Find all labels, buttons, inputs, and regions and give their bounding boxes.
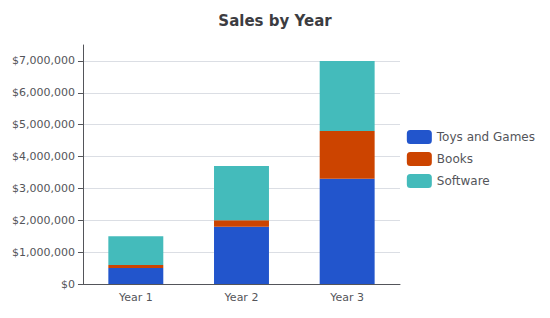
svg-text:Sales by Year: Sales by Year: [218, 12, 332, 30]
svg-text:$4,000,000: $4,000,000: [12, 150, 75, 163]
svg-text:$6,000,000: $6,000,000: [12, 86, 75, 99]
svg-text:Year 3: Year 3: [329, 291, 364, 304]
svg-text:$2,000,000: $2,000,000: [12, 214, 75, 227]
svg-text:Software: Software: [437, 174, 490, 188]
svg-text:$0: $0: [61, 278, 75, 291]
svg-text:$3,000,000: $3,000,000: [12, 182, 75, 195]
svg-text:$5,000,000: $5,000,000: [12, 118, 75, 131]
svg-text:Toys and Games: Toys and Games: [436, 130, 535, 144]
svg-text:$1,000,000: $1,000,000: [12, 246, 75, 259]
svg-text:$7,000,000: $7,000,000: [12, 54, 75, 67]
svg-text:Books: Books: [437, 152, 473, 166]
svg-text:Year 1: Year 1: [118, 291, 153, 304]
svg-text:Year 2: Year 2: [224, 291, 259, 304]
